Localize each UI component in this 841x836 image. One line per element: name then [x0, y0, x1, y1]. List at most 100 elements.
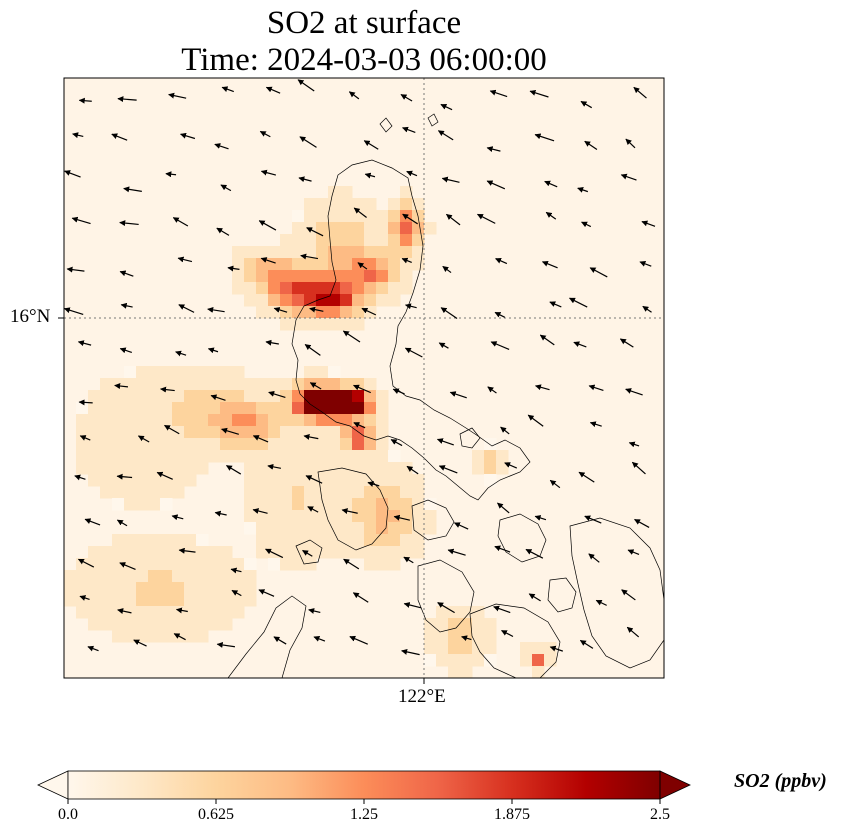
so2-cell	[196, 582, 209, 595]
so2-cell	[148, 450, 161, 463]
so2-cell	[388, 294, 401, 307]
so2-cell	[148, 474, 161, 487]
so2-cell	[328, 486, 341, 499]
so2-cell	[112, 606, 125, 619]
so2-cell	[268, 438, 281, 451]
wind-arrow	[353, 384, 371, 394]
so2-cell	[220, 414, 233, 427]
wind-arrow	[494, 311, 506, 318]
wind-arrow	[577, 187, 589, 193]
so2-cell	[232, 450, 245, 463]
so2-cell	[304, 450, 317, 463]
island-coastline	[417, 559, 475, 633]
wind-arrow	[441, 176, 460, 183]
wind-arrow	[252, 508, 268, 514]
so2-cell	[364, 294, 377, 307]
wind-arrow	[541, 260, 558, 269]
wind-arrow	[165, 171, 177, 178]
so2-cell	[148, 558, 161, 571]
so2-cell	[340, 306, 353, 319]
so2-cell	[352, 522, 365, 535]
so2-cell	[160, 402, 173, 415]
so2-cell	[184, 462, 197, 475]
so2-cell	[112, 534, 125, 547]
so2-cell	[208, 618, 221, 631]
so2-cell	[148, 606, 161, 619]
so2-cell	[340, 210, 353, 223]
so2-cell	[328, 282, 341, 295]
so2-cell	[364, 222, 377, 235]
so2-cell	[304, 234, 317, 247]
island-coastline	[547, 577, 577, 613]
so2-cell	[316, 546, 329, 559]
so2-cell	[112, 486, 125, 499]
so2-cell	[304, 294, 317, 307]
so2-cell	[460, 618, 473, 631]
wind-arrow	[500, 426, 510, 435]
so2-cell	[268, 426, 281, 439]
so2-cell	[304, 402, 317, 415]
so2-cell	[496, 450, 509, 463]
so2-cell	[232, 606, 245, 619]
wind-arrow	[216, 227, 230, 236]
wind-arrow	[74, 474, 86, 481]
wind-arrow	[437, 130, 454, 141]
so2-cell	[112, 378, 125, 391]
so2-cell	[244, 462, 257, 475]
wind-arrow	[490, 341, 510, 350]
wind-arrow	[392, 388, 405, 395]
wind-arrow	[625, 138, 636, 149]
wind-arrow	[494, 545, 511, 553]
so2-cell	[208, 546, 221, 559]
so2-cell	[268, 402, 281, 415]
so2-cell	[304, 198, 317, 211]
so2-cell	[352, 222, 365, 235]
so2-cell	[220, 546, 233, 559]
so2-cell	[220, 402, 233, 415]
so2-cell	[424, 222, 437, 235]
so2-cell	[376, 546, 389, 559]
so2-cell	[280, 282, 293, 295]
so2-cell	[148, 486, 161, 499]
wind-arrow	[133, 639, 147, 647]
wind-arrow	[364, 172, 376, 179]
so2-cell	[124, 498, 137, 511]
so2-cell	[304, 222, 317, 235]
so2-cell	[280, 510, 293, 523]
so2-cell	[352, 306, 365, 319]
so2-cell	[124, 546, 137, 559]
so2-cell	[484, 462, 497, 475]
so2-cell	[328, 270, 341, 283]
so2-cell	[364, 414, 377, 427]
so2-cell	[376, 534, 389, 547]
wind-arrow	[461, 635, 472, 642]
so2-cell	[352, 246, 365, 259]
wind-arrow	[221, 427, 239, 435]
so2-cell	[292, 282, 305, 295]
wind-arrow	[258, 589, 275, 597]
so2-cell	[340, 246, 353, 259]
so2-cell	[88, 606, 101, 619]
colorbar-tick-0: 0.0	[58, 806, 78, 823]
so2-cell	[412, 510, 425, 523]
so2-cell	[340, 234, 353, 247]
so2-cell	[232, 426, 245, 439]
wind-arrow	[304, 343, 321, 356]
so2-cell	[376, 390, 389, 403]
so2-cell	[100, 606, 113, 619]
so2-cell	[256, 390, 269, 403]
so2-cell	[268, 546, 281, 559]
so2-cell	[160, 558, 173, 571]
so2-cell	[544, 654, 557, 667]
wind-arrow	[305, 475, 323, 484]
so2-cell	[484, 630, 497, 643]
so2-cell	[208, 570, 221, 583]
wind-arrow	[628, 441, 640, 448]
wind-arrow	[119, 270, 134, 277]
so2-cell	[268, 474, 281, 487]
so2-cell	[160, 606, 173, 619]
so2-cell	[184, 402, 197, 415]
wind-arrow	[626, 626, 640, 638]
so2-cell	[136, 366, 149, 379]
so2-cell	[400, 522, 413, 535]
